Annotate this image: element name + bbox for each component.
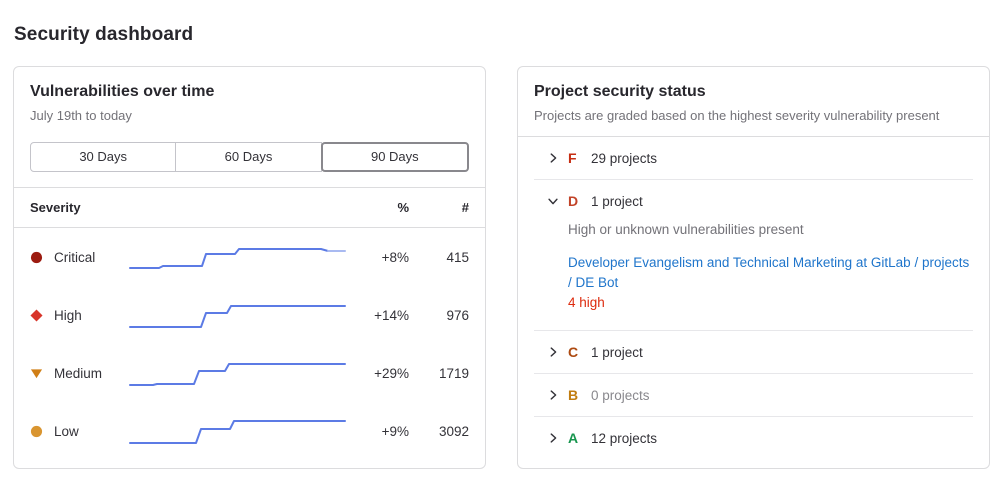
project-security-title: Project security status xyxy=(534,83,706,100)
severity-row-medium: Medium +29% 1719 xyxy=(14,344,485,402)
sparkline-chart-high xyxy=(129,299,346,331)
vulnerability-summary: 4 high xyxy=(568,295,605,310)
grade-letter-f: F xyxy=(568,150,577,166)
range-button-60-days[interactable]: 60 Days xyxy=(175,142,322,172)
percent-change-value: +14% xyxy=(374,307,409,323)
severity-label: High xyxy=(54,307,82,323)
grade-group-d: D 1 project High or unknown vulnerabilit… xyxy=(534,180,973,331)
vulnerability-count: 415 xyxy=(446,249,469,265)
count-column-header: # xyxy=(461,200,469,215)
severity-column-header: Severity xyxy=(30,200,81,215)
grading-description: Projects are graded based on the highest… xyxy=(534,108,940,123)
chevron-right-icon xyxy=(545,344,561,360)
grade-group-b: B 0 projects xyxy=(534,374,973,417)
date-range-label: July 19th to today xyxy=(30,108,132,123)
grade-letter-a: A xyxy=(568,430,579,446)
day-range-button-group: 30 Days 60 Days 90 Days xyxy=(30,142,469,172)
grade-projects-count: 1 project xyxy=(591,344,643,360)
grade-group-f: F 29 projects xyxy=(534,137,973,180)
vulnerability-count: 976 xyxy=(446,307,469,323)
severity-row-high: High +14% 976 xyxy=(14,286,485,344)
severity-row-low: Low +9% 3092 xyxy=(14,402,485,460)
grade-row-c[interactable]: C 1 project xyxy=(534,331,973,373)
grade-row-d[interactable]: D 1 project xyxy=(534,180,973,222)
severity-row-critical: Critical +8% 415 xyxy=(14,228,485,286)
grade-group-a: A 12 projects xyxy=(534,417,973,459)
grade-projects-count: 0 projects xyxy=(591,387,650,403)
sparkline-chart-critical xyxy=(129,241,346,273)
grade-row-a[interactable]: A 12 projects xyxy=(534,417,973,459)
chevron-right-icon xyxy=(545,430,561,446)
grade-letter-d: D xyxy=(568,193,579,209)
low-severity-icon xyxy=(30,425,43,437)
grade-group-c: C 1 project xyxy=(534,331,973,374)
section-divider xyxy=(14,187,485,188)
vulnerabilities-over-time-card: Vulnerabilities over time July 19th to t… xyxy=(13,66,486,469)
chevron-right-icon xyxy=(545,387,561,403)
grade-projects-count: 12 projects xyxy=(591,430,658,446)
grade-letter-b: B xyxy=(568,387,579,403)
page-title: Security dashboard xyxy=(14,23,194,45)
vulnerability-count: 1719 xyxy=(438,365,469,381)
high-severity-icon xyxy=(30,308,43,322)
percent-change-value: +9% xyxy=(381,423,409,439)
percent-column-header: % xyxy=(397,200,409,215)
grade-projects-count: 29 projects xyxy=(591,150,658,166)
severity-label: Medium xyxy=(54,365,103,381)
percent-change-value: +29% xyxy=(374,365,409,381)
severity-table-header: Severity % # xyxy=(14,188,485,228)
percent-change-value: +8% xyxy=(381,249,409,265)
chevron-right-icon xyxy=(545,150,561,166)
chevron-down-icon xyxy=(545,193,561,209)
project-security-status-card: Project security status Projects are gra… xyxy=(517,66,990,469)
grade-row-f[interactable]: F 29 projects xyxy=(534,137,973,179)
project-link[interactable]: Developer Evangelism and Technical Marke… xyxy=(568,255,970,290)
sparkline-chart-medium xyxy=(129,357,346,389)
medium-severity-icon xyxy=(30,368,43,378)
grade-description: High or unknown vulnerabilities present xyxy=(568,222,804,237)
range-button-30-days[interactable]: 30 Days xyxy=(30,142,177,172)
sparkline-chart-low xyxy=(129,415,346,447)
grade-projects-count: 1 project xyxy=(591,193,643,209)
grade-d-details: High or unknown vulnerabilities present … xyxy=(534,222,973,330)
range-button-90-days[interactable]: 90 Days xyxy=(320,142,469,172)
vulnerability-count: 3092 xyxy=(438,423,469,439)
severity-label: Critical xyxy=(54,249,96,265)
grade-letter-c: C xyxy=(568,344,579,360)
grade-row-b[interactable]: B 0 projects xyxy=(534,374,973,416)
vulnerabilities-card-title: Vulnerabilities over time xyxy=(30,83,215,100)
severity-label: Low xyxy=(54,423,79,439)
critical-severity-icon xyxy=(30,251,43,263)
